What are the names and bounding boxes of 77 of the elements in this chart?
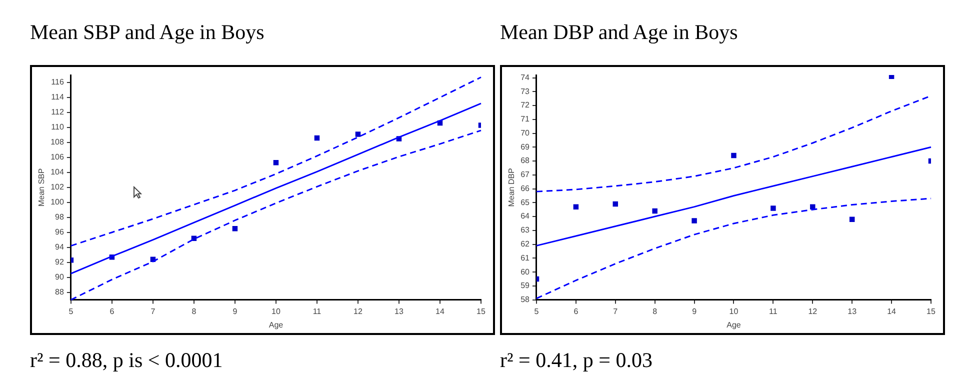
point <box>191 236 197 241</box>
x-tick-label: 14 <box>436 306 445 316</box>
point <box>692 218 697 224</box>
line-series <box>70 76 482 247</box>
y-axis-title: Mean DBP <box>507 168 516 207</box>
text: r² = 0.88, p is < 0.0001 <box>30 348 223 373</box>
y-tick-label: 69 <box>520 142 530 152</box>
point <box>314 135 320 141</box>
y-tick-label: 59 <box>520 281 530 290</box>
y-tick-label: 66 <box>520 184 530 193</box>
x-tick-label: 15 <box>476 306 486 316</box>
y-tick-label: 73 <box>520 86 530 96</box>
x-tick-label: 12 <box>354 306 363 316</box>
y-tick-label: 70 <box>520 128 530 138</box>
x-tick-label: 6 <box>574 306 579 316</box>
x-tick-label: 6 <box>110 306 115 316</box>
point <box>849 216 855 222</box>
y-tick-label: 88 <box>55 288 64 297</box>
y-axis-title: Mean SBP <box>37 168 46 207</box>
y-tick-label: 90 <box>55 272 64 282</box>
y-tick-label: 64 <box>520 212 530 221</box>
y-tick-label: 67 <box>520 170 530 180</box>
y-tick-label: 100 <box>50 198 64 207</box>
y-tick-label: 63 <box>520 226 530 235</box>
x-tick-label: 8 <box>652 306 658 316</box>
y-tick-label: 98 <box>55 212 64 222</box>
y-tick-label: 112 <box>51 108 64 117</box>
point <box>273 160 279 166</box>
y-tick-label: 96 <box>55 228 64 237</box>
y-tick-label: 92 <box>55 258 64 267</box>
y-tick-label: 61 <box>520 253 530 262</box>
point <box>888 75 894 80</box>
y-tick-label: 74 <box>520 72 530 82</box>
x-tick-label: 13 <box>848 306 858 316</box>
y-tick-label: 94 <box>55 242 64 252</box>
x-tick-label: 11 <box>312 306 322 316</box>
x-tick-label: 5 <box>534 306 540 316</box>
chart-title: Mean DBP and Age in Boys <box>500 20 738 45</box>
x-axis-title: Age <box>268 320 284 330</box>
x-tick-label: 7 <box>613 306 618 316</box>
y-tick-label: 71 <box>520 114 530 124</box>
y-tick-label: 60 <box>520 267 530 276</box>
point <box>770 206 776 211</box>
x-tick-label: 14 <box>887 306 897 316</box>
x-axis-title: Age <box>726 320 742 330</box>
x-tick-label: 11 <box>769 306 778 316</box>
point <box>232 226 238 232</box>
y-tick-label: 106 <box>50 152 64 162</box>
y-tick-label: 62 <box>520 239 530 248</box>
y-tick-label: 108 <box>50 138 64 147</box>
y-tick-label: 116 <box>51 78 64 87</box>
point <box>612 201 618 207</box>
point <box>810 204 816 210</box>
x-tick-label: 8 <box>192 306 197 316</box>
x-tick-label: 5 <box>68 306 74 316</box>
y-tick-label: 110 <box>51 122 64 132</box>
point <box>731 152 736 158</box>
text: r² = 0.41, p = 0.03 <box>500 348 652 373</box>
point <box>652 208 658 214</box>
x-tick-label: 10 <box>272 306 281 316</box>
x-tick-label: 7 <box>150 306 156 316</box>
y-tick-label: 102 <box>50 182 64 192</box>
x-tick-label: 13 <box>394 306 404 316</box>
x-tick-label: 12 <box>808 306 818 316</box>
y-tick-label: 114 <box>51 92 64 102</box>
point <box>573 204 579 210</box>
x-tick-label: 15 <box>926 306 936 316</box>
point <box>355 132 361 137</box>
y-tick-label: 68 <box>520 156 530 166</box>
y-tick-label: 104 <box>50 168 64 177</box>
y-tick-label: 72 <box>520 100 530 110</box>
y-tick-label: 58 <box>520 295 530 304</box>
x-tick-label: 10 <box>729 306 739 316</box>
x-tick-label: 9 <box>692 306 698 316</box>
y-tick-label: 65 <box>520 198 530 207</box>
chart-title: Mean SBP and Age in Boys <box>30 20 264 45</box>
x-tick-label: 9 <box>232 306 238 316</box>
